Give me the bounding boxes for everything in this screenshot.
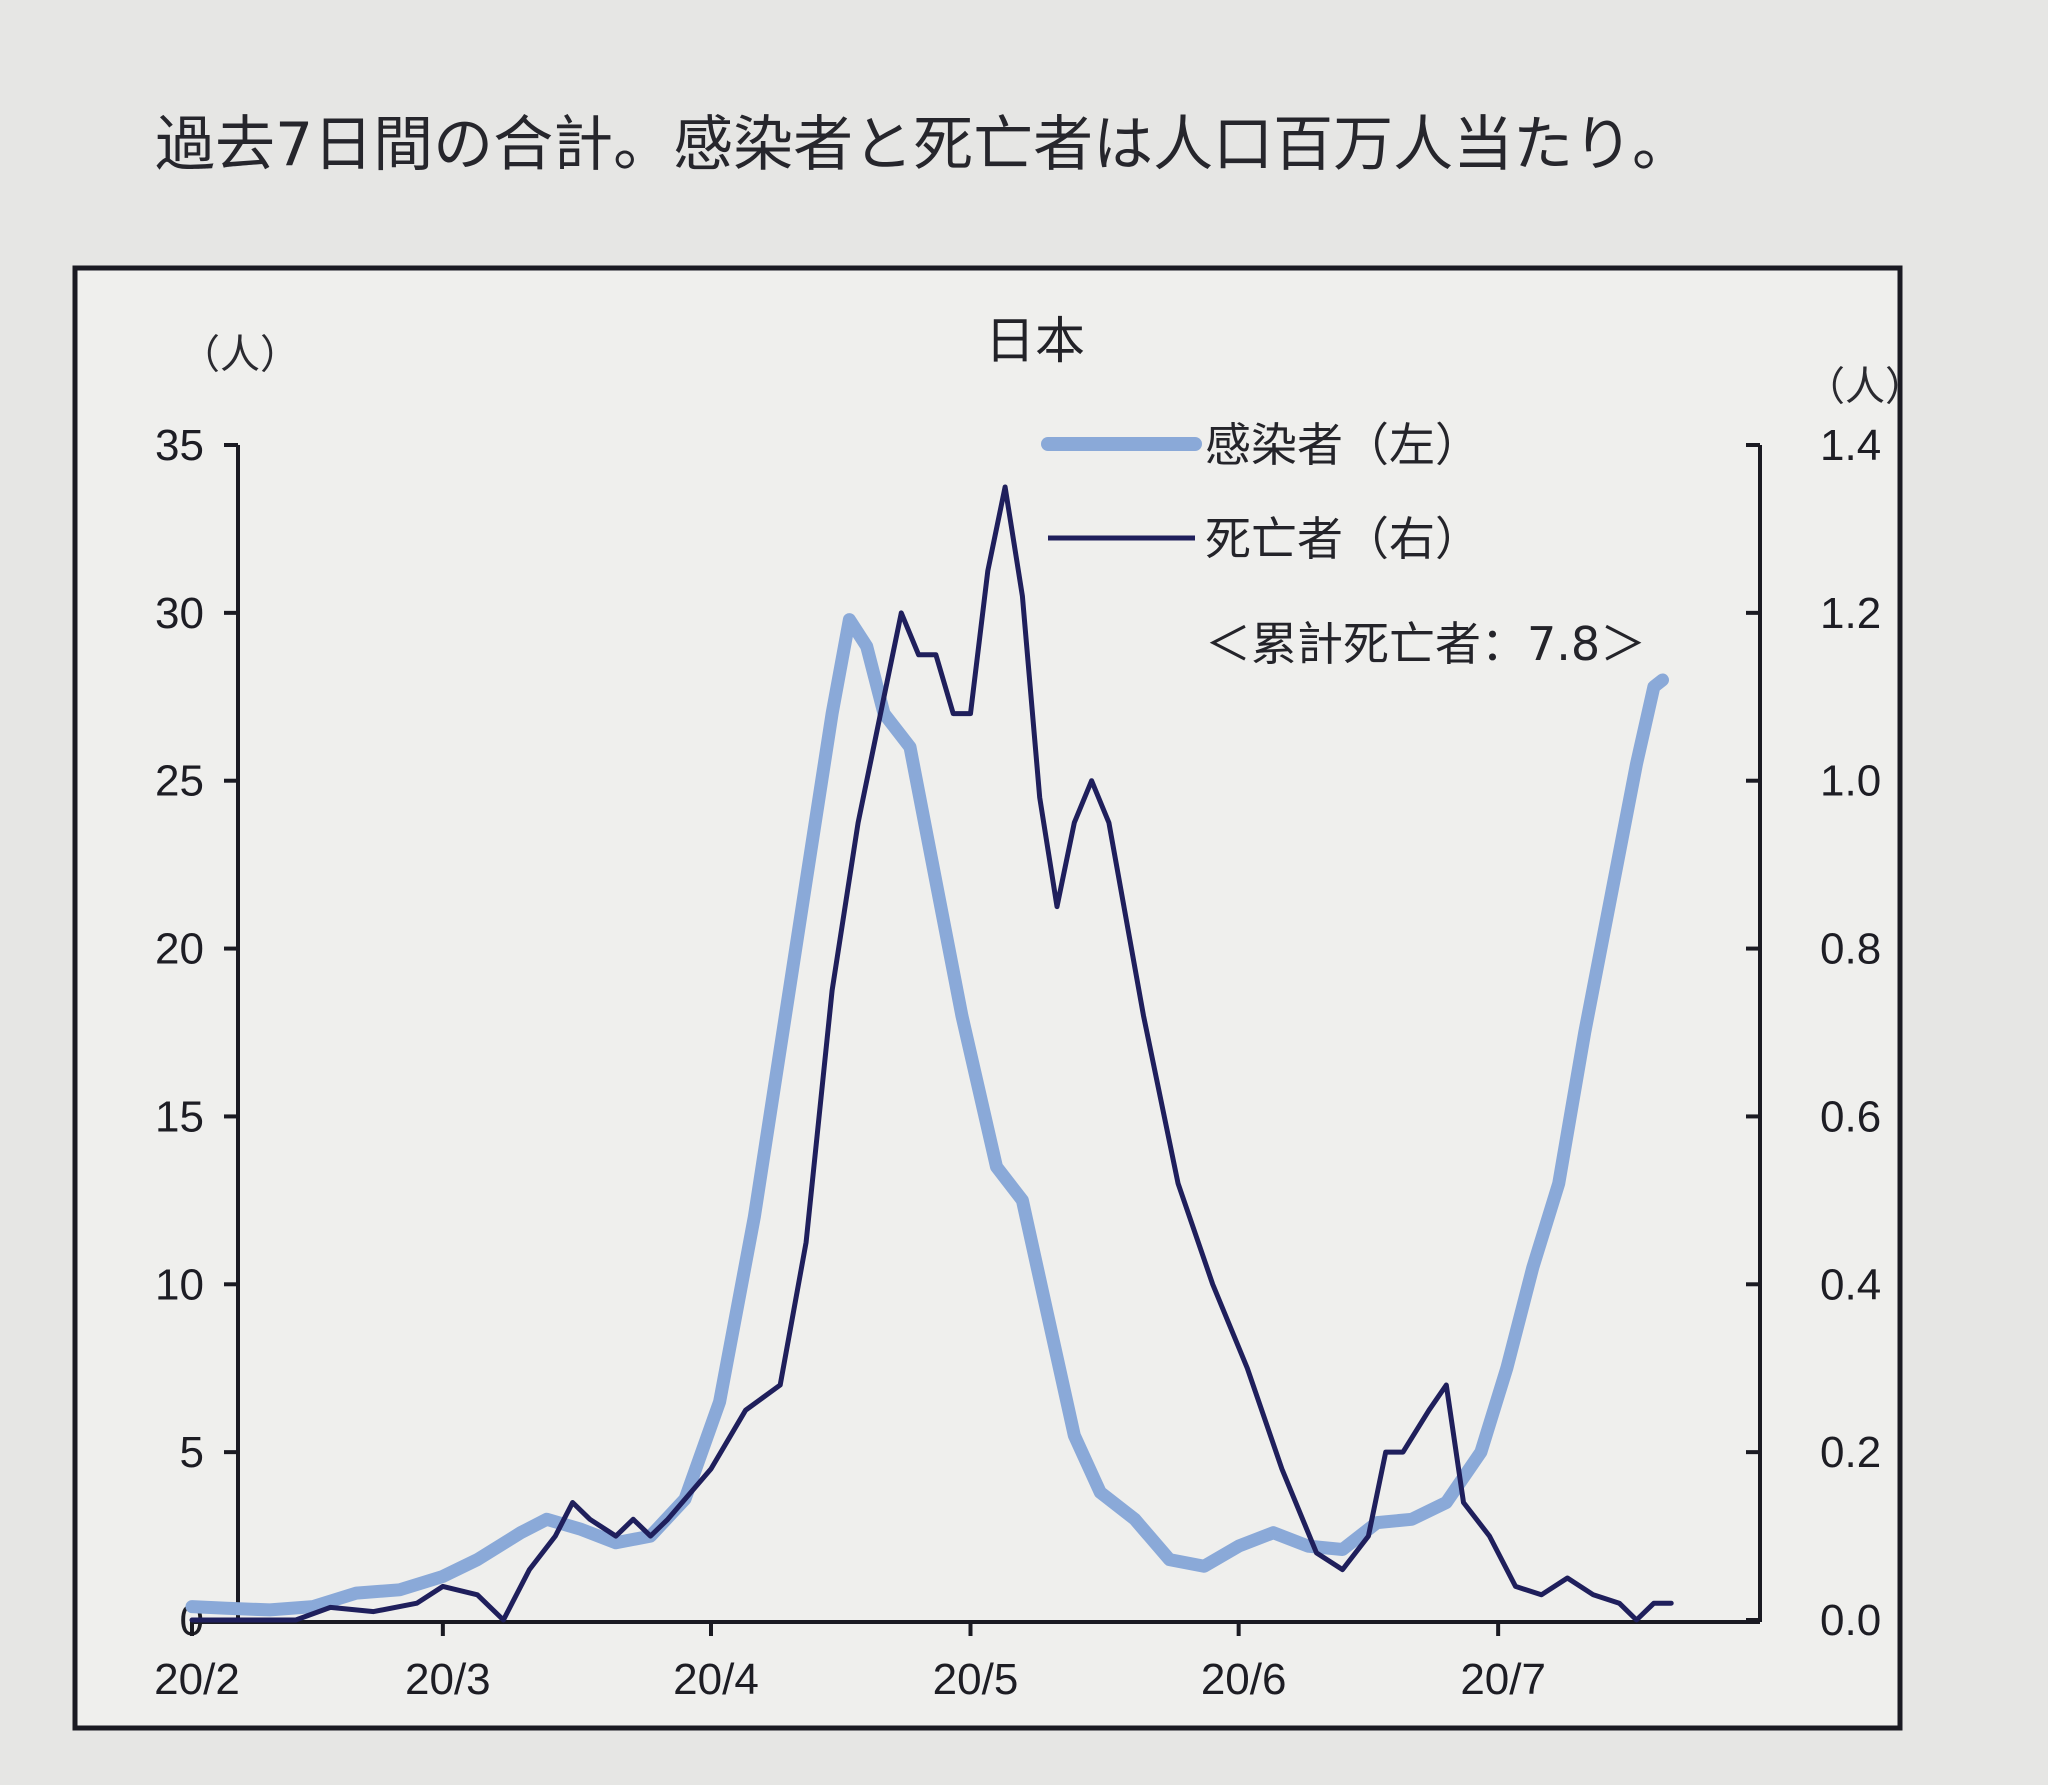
x-tick-label: 20/4 bbox=[673, 1655, 759, 1704]
page-caption: 過去7日間の合計。感染者と死亡者は人口百万人当たり。 bbox=[155, 110, 1692, 180]
left-tick-label: 20 bbox=[155, 925, 204, 974]
right-tick-label: 1.0 bbox=[1820, 757, 1881, 806]
chart-frame bbox=[72, 265, 1903, 1731]
right-tick-label: 0.8 bbox=[1820, 925, 1881, 974]
right-axis: 0.0 0.2 0.4 0.6 0.8 1.0 1.2 1.4 bbox=[1746, 421, 1881, 1645]
right-tick-label: 1.4 bbox=[1820, 421, 1881, 470]
left-tick-label: 30 bbox=[155, 589, 204, 638]
x-tick-label: 20/5 bbox=[933, 1655, 1019, 1704]
series-line-deaths bbox=[189, 484, 1674, 1623]
right-tick-label: 0.6 bbox=[1820, 1092, 1881, 1141]
cumulative-deaths-annotation: ＜累計死亡者：7.8＞ bbox=[1205, 617, 1646, 671]
series-layer bbox=[185, 484, 1674, 1623]
right-axis-unit: （人） bbox=[1805, 364, 1925, 410]
legend-label-infected: 感染者（左） bbox=[1205, 418, 1481, 472]
x-tick-label: 20/2 bbox=[154, 1655, 240, 1704]
right-tick-label: 0.2 bbox=[1820, 1428, 1881, 1477]
chart-title: 日本 bbox=[985, 312, 1085, 370]
x-tick-label: 20/3 bbox=[405, 1655, 491, 1704]
x-tick-label: 20/7 bbox=[1460, 1655, 1546, 1704]
right-tick-label: 1.2 bbox=[1820, 589, 1881, 638]
left-tick-label: 25 bbox=[155, 757, 204, 806]
left-axis: 05101520253035 bbox=[155, 421, 240, 1645]
legend: 感染者（左） 死亡者（右） ＜累計死亡者：7.8＞ bbox=[1041, 418, 1646, 671]
left-axis-unit: （人） bbox=[180, 332, 300, 378]
legend-label-deaths: 死亡者（右） bbox=[1205, 512, 1481, 566]
right-tick-label: 0.4 bbox=[1820, 1260, 1881, 1309]
right-tick-label: 0.0 bbox=[1820, 1596, 1881, 1645]
left-tick-label: 35 bbox=[155, 421, 204, 470]
left-tick-label: 15 bbox=[155, 1092, 204, 1141]
x-axis: 20/2 20/3 20/4 20/5 20/6 20/7 bbox=[154, 1620, 1760, 1704]
left-tick-label: 5 bbox=[180, 1428, 204, 1477]
left-tick-label: 10 bbox=[155, 1260, 204, 1309]
series-line-infected bbox=[185, 613, 1669, 1617]
x-tick-label: 20/6 bbox=[1201, 1655, 1287, 1704]
